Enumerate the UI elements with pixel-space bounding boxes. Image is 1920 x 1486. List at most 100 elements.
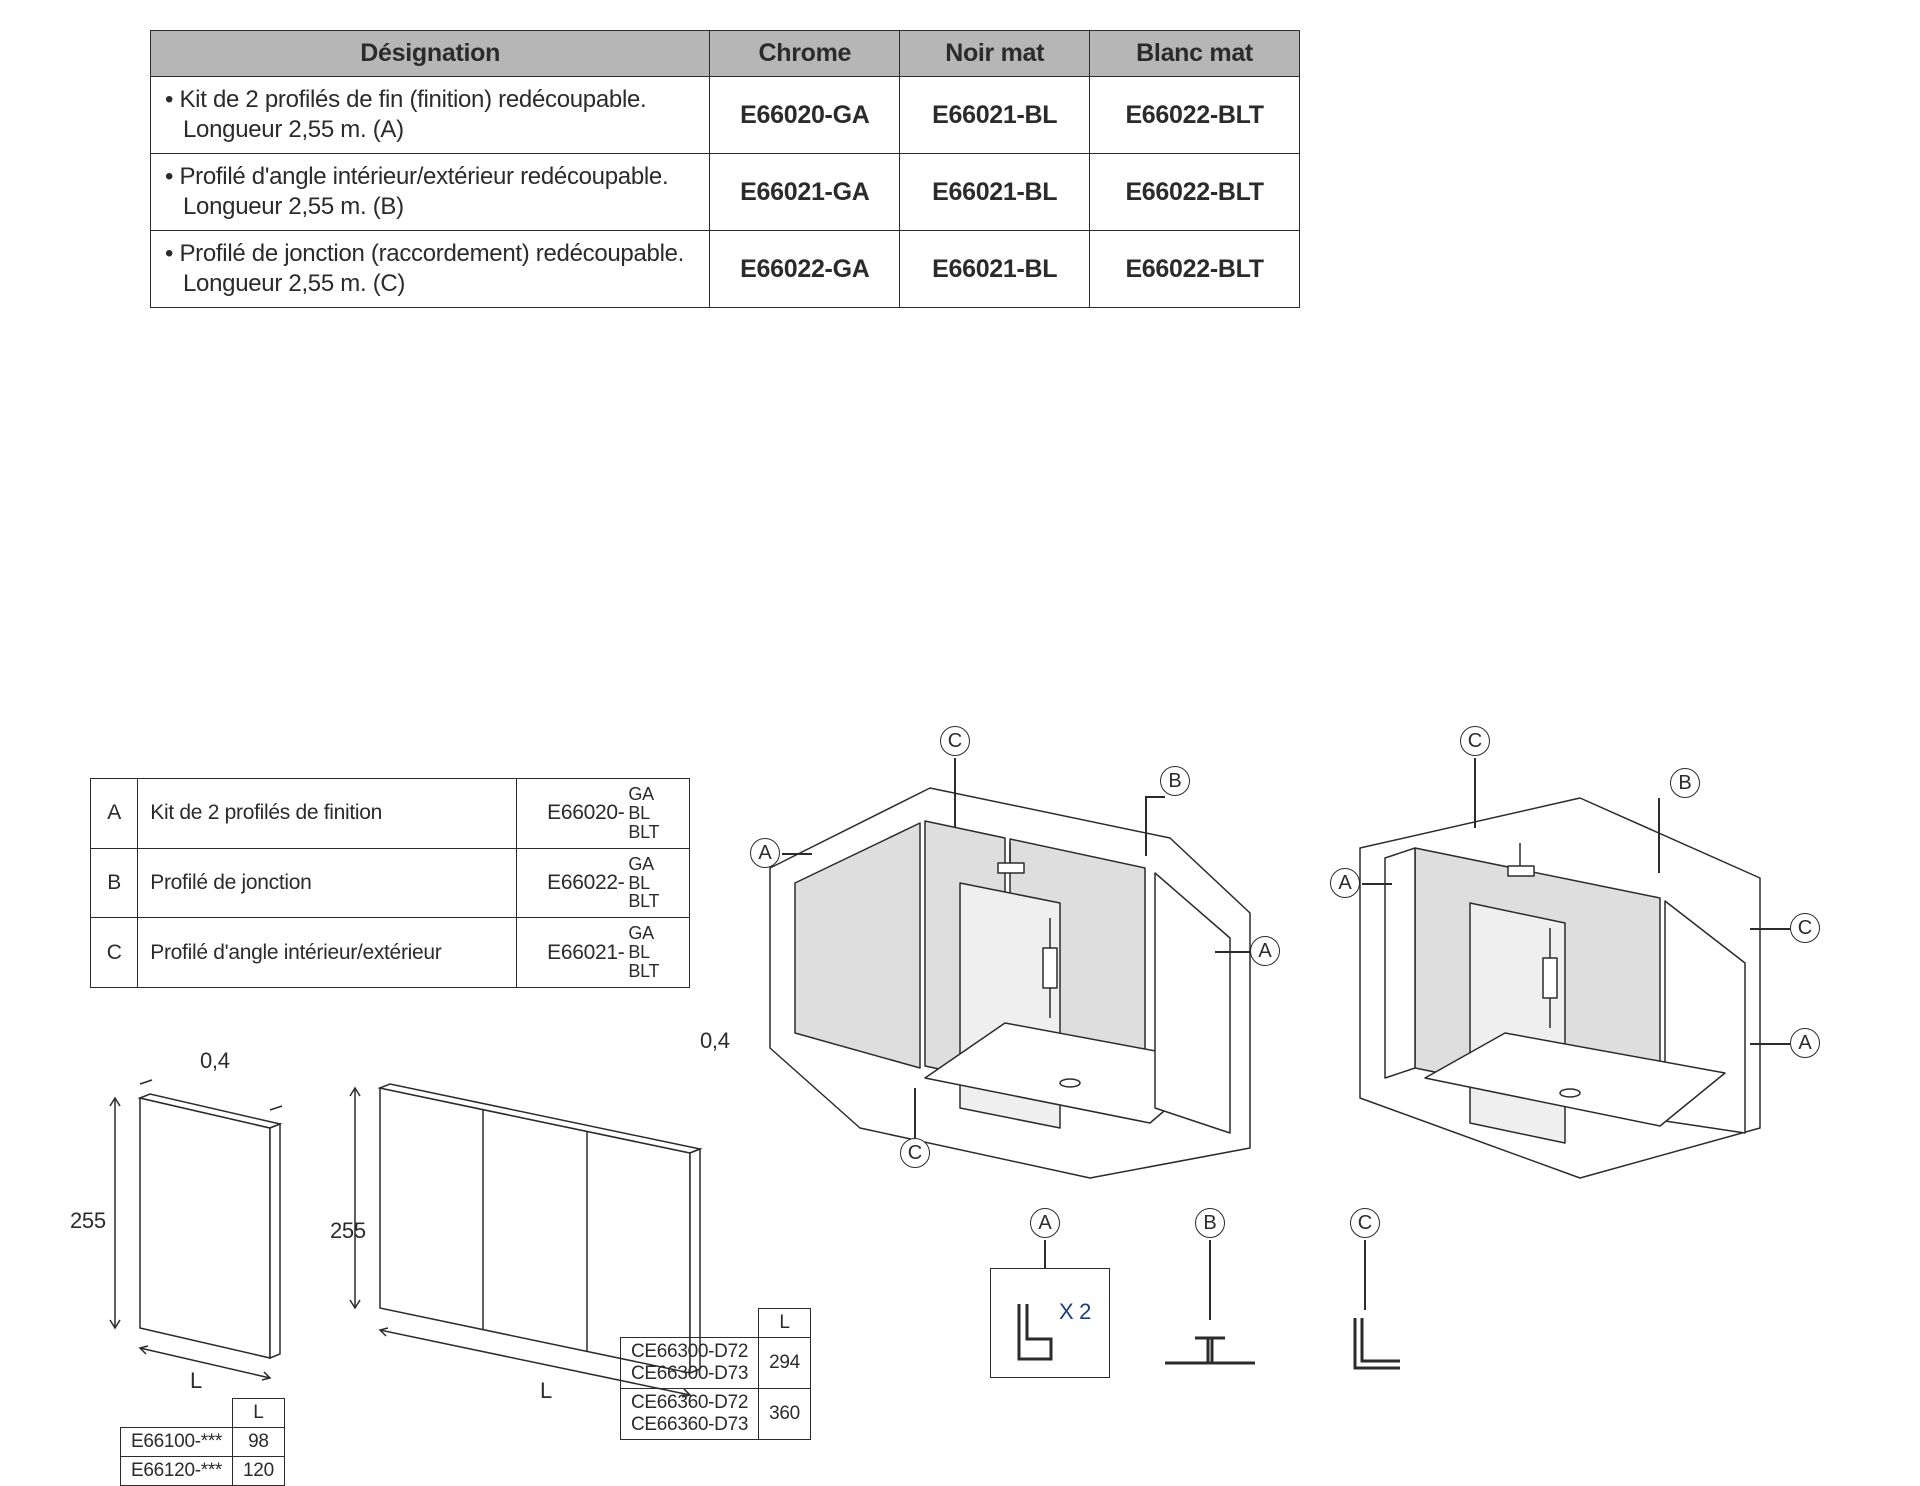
leader-line	[1750, 1043, 1790, 1045]
leader-line	[1215, 951, 1250, 953]
leader-line	[1474, 758, 1476, 828]
ref-text: CE66300-D73	[631, 1363, 748, 1384]
dim-thickness: 0,4	[700, 1028, 730, 1054]
leader-line	[1750, 928, 1790, 930]
callout-A: A	[1330, 868, 1360, 898]
suffix: GA	[628, 854, 653, 874]
cell-desc: • Profilé d'angle intérieur/extérieur re…	[151, 154, 710, 231]
cell-ref: CE66300-D72 CE66300-D73	[621, 1338, 759, 1389]
desc-text: Longueur 2,55 m. (B)	[165, 193, 404, 220]
cell-code: E66021-BL	[900, 77, 1090, 154]
col-designation: Désignation	[151, 31, 710, 77]
cell-L: 120	[233, 1457, 285, 1486]
col-chrome: Chrome	[710, 31, 900, 77]
cell-code: E66022-BLT	[1090, 77, 1300, 154]
leader-line	[954, 758, 956, 828]
dim-height: 255	[330, 1218, 366, 1244]
cell-code: E66022-BLT	[1090, 231, 1300, 308]
desc-text: • Kit de 2 profilés de fin (finition) re…	[165, 86, 646, 113]
callout-B: B	[1160, 766, 1190, 796]
callout-B: B	[1670, 768, 1700, 798]
profile-A-label: A	[1030, 1208, 1060, 1238]
table-row: CE66360-D72 CE66360-D73 360	[621, 1389, 811, 1440]
profile-A-box: X 2	[990, 1268, 1110, 1378]
leader-line	[782, 853, 812, 855]
cell-suffix: GA BL BLT	[626, 848, 689, 918]
cell-code: E66021-BL	[900, 154, 1090, 231]
leader-line	[1145, 796, 1147, 856]
cell-code: E66022-GA	[710, 231, 900, 308]
cell-ref: E66120-***	[121, 1457, 233, 1486]
callout-A: A	[1790, 1028, 1820, 1058]
cell-code: E66021-BL	[900, 231, 1090, 308]
callout-A: A	[1250, 936, 1280, 966]
cell-desc: • Profilé de jonction (raccordement) red…	[151, 231, 710, 308]
suffix: GA	[628, 784, 653, 804]
table-row: • Profilé de jonction (raccordement) red…	[151, 231, 1300, 308]
cell-L: 360	[759, 1389, 811, 1440]
suffix: BL	[628, 942, 649, 962]
panel-small-L-table: L E66100-*** 98 E66120-*** 120	[120, 1398, 285, 1486]
profile-A-note: X 2	[1059, 1299, 1091, 1325]
cell-code: E66020-	[516, 779, 626, 849]
leader-line	[1209, 1240, 1211, 1320]
table-row: E66120-*** 120	[121, 1457, 285, 1486]
reference-table: A Kit de 2 profilés de finition E66020- …	[90, 778, 690, 988]
dim-height: 255	[70, 1208, 106, 1234]
cell-suffix: GA BL BLT	[626, 779, 689, 849]
cell-code: E66022-	[516, 848, 626, 918]
table-header-row: Désignation Chrome Noir mat Blanc mat	[151, 31, 1300, 77]
cell-name: Profilé d'angle intérieur/extérieur	[138, 918, 516, 988]
table-row: CE66300-D72 CE66300-D73 294	[621, 1338, 811, 1389]
cell-code: E66021-	[516, 918, 626, 988]
cell-letter: C	[91, 918, 138, 988]
dim-width-L: L	[190, 1368, 202, 1394]
suffix: BL	[628, 803, 649, 823]
suffix: BLT	[628, 822, 659, 842]
leader-line	[1364, 1240, 1366, 1310]
leader-line	[1044, 1240, 1046, 1268]
leader-line	[914, 1088, 916, 1138]
profile-B-icon	[1150, 1318, 1270, 1378]
callout-A: A	[750, 838, 780, 868]
dim-thickness: 0,4	[200, 1048, 230, 1074]
table-row: C Profilé d'angle intérieur/extérieur E6…	[91, 918, 690, 988]
desc-text: • Profilé de jonction (raccordement) red…	[165, 240, 684, 267]
table-row: A Kit de 2 profilés de finition E66020- …	[91, 779, 690, 849]
leader-line	[1658, 798, 1660, 873]
ref-text: CE66300-D72	[631, 1341, 748, 1362]
suffix: BL	[628, 873, 649, 893]
profile-C-icon	[1330, 1308, 1420, 1383]
col-blanc-mat: Blanc mat	[1090, 31, 1300, 77]
callout-C: C	[900, 1138, 930, 1168]
cell-letter: B	[91, 848, 138, 918]
desc-text: Longueur 2,55 m. (C)	[165, 270, 405, 297]
table-row: • Kit de 2 profilés de fin (finition) re…	[151, 77, 1300, 154]
ref-text: CE66360-D73	[631, 1414, 748, 1435]
callout-C: C	[940, 726, 970, 756]
cell-letter: A	[91, 779, 138, 849]
callout-C: C	[1790, 913, 1820, 943]
cell-code: E66020-GA	[710, 77, 900, 154]
table-row: • Profilé d'angle intérieur/extérieur re…	[151, 154, 1300, 231]
profile-B-label: B	[1195, 1208, 1225, 1238]
cell-ref: CE66360-D72 CE66360-D73	[621, 1389, 759, 1440]
desc-text: • Profilé d'angle intérieur/extérieur re…	[165, 163, 668, 190]
cell-ref: E66100-***	[121, 1428, 233, 1457]
leader-line	[1362, 883, 1392, 885]
cell-code: E66021-GA	[710, 154, 900, 231]
cell-L: 294	[759, 1338, 811, 1389]
cell-code: E66022-BLT	[1090, 154, 1300, 231]
profile-C-label: C	[1350, 1208, 1380, 1238]
col-L: L	[233, 1399, 285, 1428]
callout-C: C	[1460, 726, 1490, 756]
suffix: BLT	[628, 891, 659, 911]
cell-name: Kit de 2 profilés de finition	[138, 779, 516, 849]
diagram-area: A Kit de 2 profilés de finition E66020- …	[30, 348, 1890, 1448]
cell-name: Profilé de jonction	[138, 848, 516, 918]
col-noir-mat: Noir mat	[900, 31, 1090, 77]
designation-table: Désignation Chrome Noir mat Blanc mat • …	[150, 30, 1300, 308]
cell-desc: • Kit de 2 profilés de fin (finition) re…	[151, 77, 710, 154]
leader-line	[1145, 796, 1165, 798]
dim-width-L: L	[540, 1378, 552, 1404]
